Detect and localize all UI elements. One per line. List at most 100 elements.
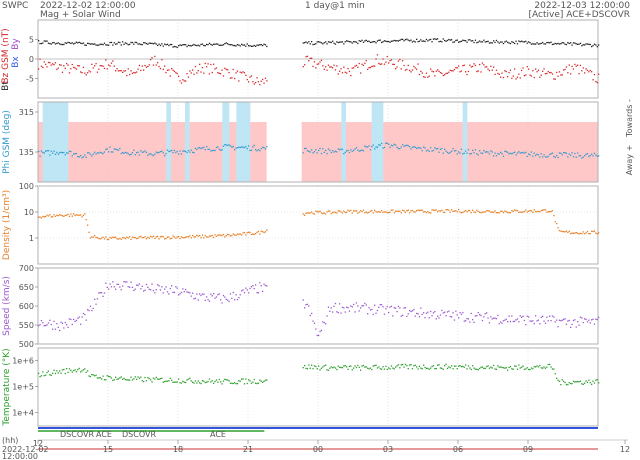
temperature-series-point (215, 379, 218, 381)
speed-series-point (521, 316, 523, 318)
phi-series-point (427, 149, 429, 151)
density-series-point (172, 235, 174, 237)
density-series-point (382, 211, 384, 213)
temperature-series-point (172, 381, 174, 383)
temperature-series-point (50, 374, 52, 376)
speed-axis-label: Speed (km/s) (2, 276, 12, 336)
temperature-series-point (73, 369, 75, 372)
density-series-point (256, 231, 258, 233)
speed-series-point (333, 305, 335, 307)
bz-series-point (575, 65, 577, 67)
bz-series-point (504, 70, 506, 72)
bt-series-point (480, 41, 482, 43)
bt-series-point (423, 40, 425, 42)
density-series-point (565, 230, 568, 232)
time-axis-hh-label: (hh) (2, 436, 18, 445)
bt-series-point (550, 41, 552, 43)
speed-series-point (227, 299, 229, 301)
speed-series-point (318, 334, 320, 337)
phi-series-point (161, 150, 163, 152)
bz-series-point (312, 65, 314, 68)
phi-series-point (57, 153, 59, 155)
temperature-series-point (243, 383, 246, 385)
bt-series-point (424, 40, 426, 43)
bt-series-point (404, 39, 407, 41)
temperature-series-point (201, 380, 204, 382)
bt-series-point (140, 43, 142, 46)
bz-series-point (150, 58, 152, 61)
phi-series-point (533, 152, 535, 154)
bz-series-point (488, 69, 491, 72)
bt-series-point (556, 43, 558, 45)
bt-series-point (453, 41, 456, 43)
phi-series-point (346, 150, 348, 152)
bt-series-point (199, 45, 201, 47)
bz-series-point (530, 75, 533, 77)
phi-series-point (89, 153, 92, 155)
bz-series-point (225, 68, 227, 71)
phi-series-point (101, 152, 103, 154)
density-series-point (564, 231, 566, 233)
phi-series-point (556, 154, 558, 157)
density-series-point (390, 209, 393, 211)
temperature-series-point (361, 365, 363, 367)
phi-series-point (60, 151, 62, 153)
bz-series-point (546, 72, 548, 75)
speed-series-point (200, 294, 202, 297)
speed-series-point (101, 292, 103, 294)
bz-series-point (378, 62, 380, 65)
bt-series-point (508, 42, 510, 44)
phi-series-point (228, 144, 230, 146)
density-series-point (385, 211, 387, 213)
phi-series-point (540, 153, 542, 155)
header-start-time: 2022-12-02 12:00:00 (40, 1, 136, 11)
density-series-point (98, 237, 100, 240)
bz-series-point (522, 67, 524, 69)
bt-series-point (438, 41, 440, 43)
speed-series-point (102, 295, 104, 297)
speed-series-point (404, 307, 407, 309)
temperature-series-point (313, 365, 316, 367)
speed-series-point (418, 316, 421, 318)
density-series-point (59, 214, 61, 216)
temperature-series-point (504, 367, 506, 369)
phi-series-point (67, 152, 69, 154)
phi-series-point (151, 154, 153, 156)
bt-series-point (582, 44, 584, 46)
density-series-point (110, 237, 113, 239)
bz-series-point (171, 68, 173, 70)
speed-series-point (117, 283, 120, 286)
speed-series-point (119, 286, 121, 288)
bz-series-point (543, 68, 545, 70)
density-series-point (369, 210, 372, 212)
temperature-series-point (220, 381, 222, 383)
density-series-point (446, 209, 449, 211)
bt-series-point (500, 41, 502, 43)
phi-series-point (437, 148, 439, 150)
bt-series-point (81, 42, 83, 45)
bt-series-point (341, 41, 344, 43)
phi-series-point (140, 150, 142, 152)
speed-series-point (116, 283, 118, 285)
density-series-point (40, 217, 43, 219)
speed-series-point (113, 286, 115, 288)
density-series-point (169, 238, 171, 240)
bz-series-point (385, 61, 387, 63)
phi-series-point (43, 152, 45, 154)
temperature-series-point (189, 377, 191, 379)
bz-series-point (396, 66, 398, 68)
bt-series-point (154, 42, 156, 44)
bz-series-point (423, 76, 425, 78)
bt-series-point (161, 43, 163, 45)
density-series-point (491, 211, 493, 213)
bt-series-point (47, 42, 50, 44)
temperature-series-point (266, 379, 268, 381)
bt-series-point (56, 42, 58, 45)
bt-series-point (498, 42, 500, 44)
temperature-series-point (459, 365, 461, 367)
bz-series-point (570, 73, 572, 75)
temperature-series-point (586, 381, 589, 383)
bz-series-point (383, 63, 386, 65)
phi-series-point (143, 151, 145, 153)
bt-series-point (319, 41, 321, 43)
